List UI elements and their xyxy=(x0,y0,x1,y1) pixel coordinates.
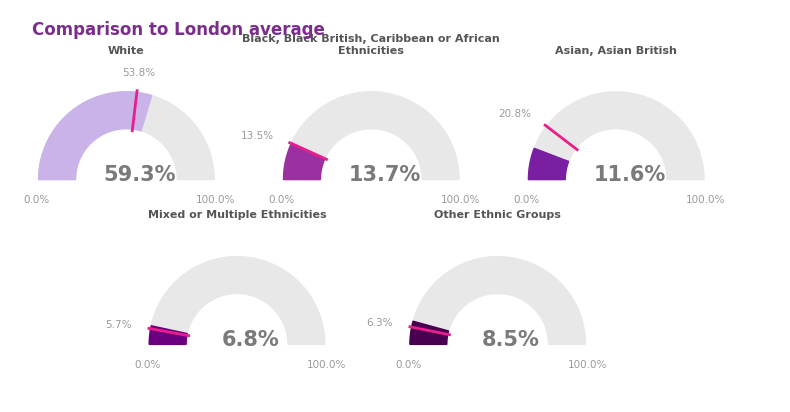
Text: 0.0%: 0.0% xyxy=(134,360,160,370)
Text: 100.0%: 100.0% xyxy=(307,360,346,370)
Title: Other Ethnic Groups: Other Ethnic Groups xyxy=(435,210,561,220)
Text: 6.3%: 6.3% xyxy=(367,318,393,328)
Text: 13.5%: 13.5% xyxy=(241,131,273,140)
Polygon shape xyxy=(149,326,187,344)
Polygon shape xyxy=(529,148,569,180)
Title: Black, Black British, Caribbean or African
Ethnicities: Black, Black British, Caribbean or Afric… xyxy=(243,34,500,56)
Polygon shape xyxy=(39,92,152,180)
Text: 0.0%: 0.0% xyxy=(24,195,50,205)
Polygon shape xyxy=(529,92,704,180)
Text: 100.0%: 100.0% xyxy=(686,195,725,205)
Text: 100.0%: 100.0% xyxy=(567,360,607,370)
Polygon shape xyxy=(284,143,325,180)
Polygon shape xyxy=(410,321,449,344)
Text: 5.7%: 5.7% xyxy=(105,320,132,330)
Text: Comparison to London average: Comparison to London average xyxy=(32,21,325,39)
Text: 100.0%: 100.0% xyxy=(196,195,235,205)
Text: 11.6%: 11.6% xyxy=(593,165,665,185)
Title: Mixed or Multiple Ethnicities: Mixed or Multiple Ethnicities xyxy=(148,210,326,220)
Text: 20.8%: 20.8% xyxy=(498,110,531,119)
Text: 13.7%: 13.7% xyxy=(348,165,420,185)
Polygon shape xyxy=(410,257,585,344)
Text: 0.0%: 0.0% xyxy=(269,195,295,205)
Text: 6.8%: 6.8% xyxy=(221,330,279,350)
Polygon shape xyxy=(284,92,459,180)
Polygon shape xyxy=(149,257,325,344)
Text: 0.0%: 0.0% xyxy=(395,360,421,370)
Text: 59.3%: 59.3% xyxy=(103,165,176,185)
Title: White: White xyxy=(108,45,145,56)
Text: 100.0%: 100.0% xyxy=(441,195,480,205)
Text: 53.8%: 53.8% xyxy=(122,68,156,78)
Text: 8.5%: 8.5% xyxy=(482,330,540,350)
Title: Asian, Asian British: Asian, Asian British xyxy=(555,45,677,56)
Text: 0.0%: 0.0% xyxy=(514,195,540,205)
Polygon shape xyxy=(39,92,214,180)
